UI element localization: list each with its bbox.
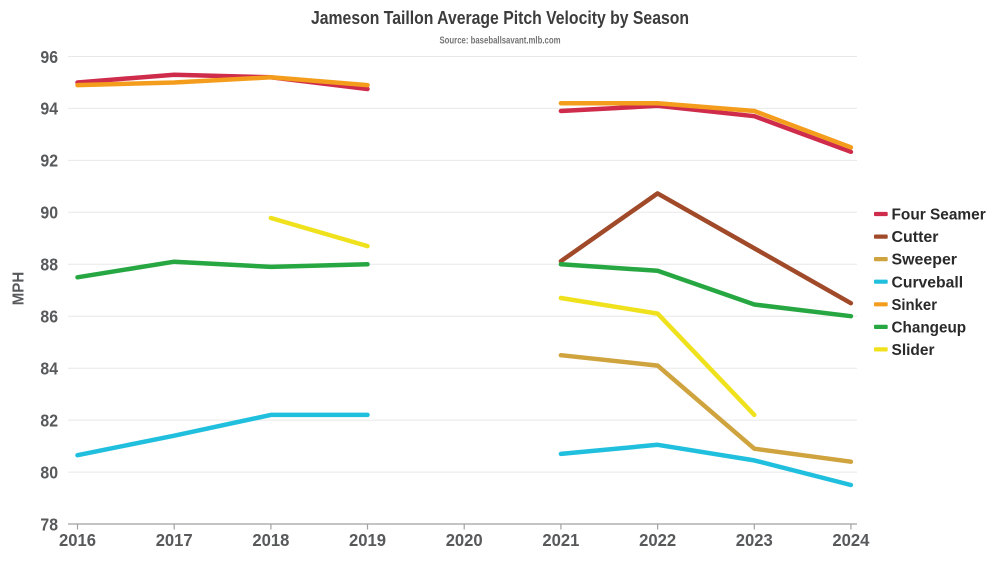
svg-text:Slider: Slider <box>892 342 935 359</box>
svg-text:92: 92 <box>40 151 58 171</box>
svg-text:96: 96 <box>40 47 58 67</box>
svg-text:Sinker: Sinker <box>892 297 938 314</box>
svg-text:MPH: MPH <box>11 272 28 306</box>
svg-text:2022: 2022 <box>639 530 676 550</box>
svg-text:2019: 2019 <box>349 530 386 550</box>
svg-text:2018: 2018 <box>252 530 289 550</box>
svg-text:Sweeper: Sweeper <box>892 252 958 269</box>
svg-text:2023: 2023 <box>736 530 773 550</box>
svg-text:86: 86 <box>40 307 58 327</box>
svg-text:88: 88 <box>40 255 58 275</box>
svg-text:Cutter: Cutter <box>892 229 939 246</box>
svg-text:Source: baseballsavant.mlb.com: Source: baseballsavant.mlb.com <box>440 36 561 47</box>
svg-text:2021: 2021 <box>542 530 579 550</box>
svg-text:94: 94 <box>40 99 58 119</box>
svg-text:2017: 2017 <box>156 530 193 550</box>
svg-text:Changeup: Changeup <box>892 320 967 337</box>
svg-text:80: 80 <box>40 462 58 482</box>
svg-text:2016: 2016 <box>59 530 96 550</box>
svg-text:78: 78 <box>40 514 58 534</box>
svg-text:90: 90 <box>40 203 58 223</box>
svg-text:Jameson Taillon Average Pitch: Jameson Taillon Average Pitch Velocity b… <box>311 8 689 28</box>
svg-text:Curveball: Curveball <box>892 274 964 291</box>
svg-text:2020: 2020 <box>446 530 483 550</box>
svg-text:82: 82 <box>40 410 58 430</box>
svg-text:Four Seamer: Four Seamer <box>892 207 986 224</box>
svg-text:84: 84 <box>40 359 58 379</box>
svg-text:2024: 2024 <box>832 530 869 550</box>
